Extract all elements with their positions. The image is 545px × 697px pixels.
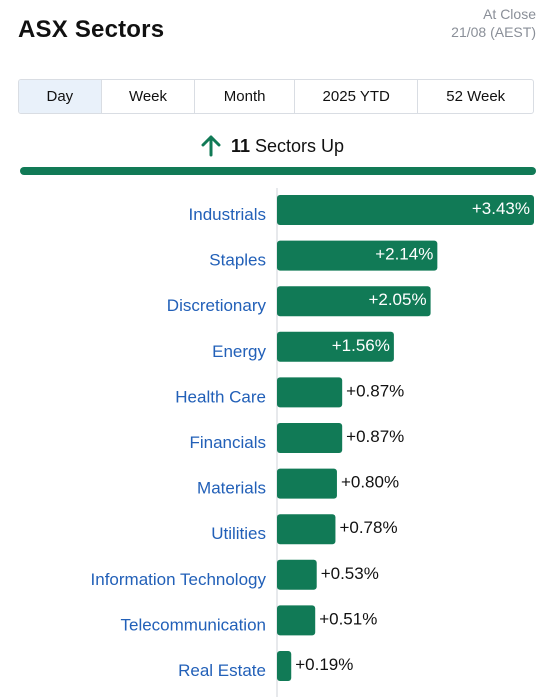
page-title: ASX Sectors [18, 16, 165, 43]
value-label: +0.19% [295, 655, 353, 674]
value-label: +2.05% [368, 290, 426, 309]
arrow-up-icon [201, 135, 221, 157]
category-label[interactable]: Telecommunication [120, 615, 266, 634]
bar [277, 240, 438, 271]
value-label: +2.14% [375, 245, 433, 264]
sectors-up-label: Sectors Up [254, 135, 345, 156]
market-status: At Close 21/08 (AEST) [451, 5, 536, 41]
value-label: +0.53% [321, 564, 379, 583]
tab-month[interactable]: Month [195, 80, 295, 113]
sectors-summary: 11 Sectors Up [0, 133, 545, 159]
value-label: +0.87% [346, 381, 404, 400]
bar [277, 331, 394, 362]
bar [277, 286, 431, 317]
category-label[interactable]: Utilities [211, 524, 266, 543]
market-status-date: 21/08 (AEST) [451, 24, 536, 40]
tab-52-week[interactable]: 52 Week [446, 88, 506, 105]
category-label[interactable]: Real Estate [178, 661, 266, 680]
category-label[interactable]: Energy [212, 342, 266, 361]
category-label[interactable]: Financials [189, 433, 266, 452]
value-label: +3.43% [472, 199, 530, 218]
market-status-label: At Close [483, 6, 536, 22]
category-label[interactable]: Information Technology [91, 570, 267, 589]
category-label[interactable]: Discretionary [167, 296, 267, 315]
tab-ytd[interactable]: 2025 YTD [295, 80, 419, 113]
bar [277, 377, 343, 408]
sectors-up-count: 11 [230, 135, 250, 156]
value-label: +1.56% [332, 336, 390, 355]
value-label: +0.78% [339, 518, 397, 537]
sectors-up-bar [20, 167, 536, 175]
tab-day[interactable]: Day [19, 80, 102, 113]
bar [277, 468, 337, 499]
bar [277, 514, 336, 545]
value-label: +0.51% [319, 609, 377, 628]
value-label: +0.87% [346, 427, 404, 446]
category-label[interactable]: Materials [197, 479, 266, 498]
category-label[interactable]: Industrials [189, 205, 266, 224]
value-label: +0.80% [341, 473, 399, 492]
bar [277, 651, 292, 681]
period-tabs: Day Week Month 2025 YTD 52 Week [18, 79, 534, 114]
bar [277, 423, 343, 453]
tab-week[interactable]: Week [102, 80, 196, 113]
bar [277, 559, 317, 590]
bar [277, 195, 534, 225]
bar [277, 605, 316, 636]
category-label[interactable]: Staples [209, 251, 266, 270]
category-label[interactable]: Health Care [175, 387, 266, 406]
